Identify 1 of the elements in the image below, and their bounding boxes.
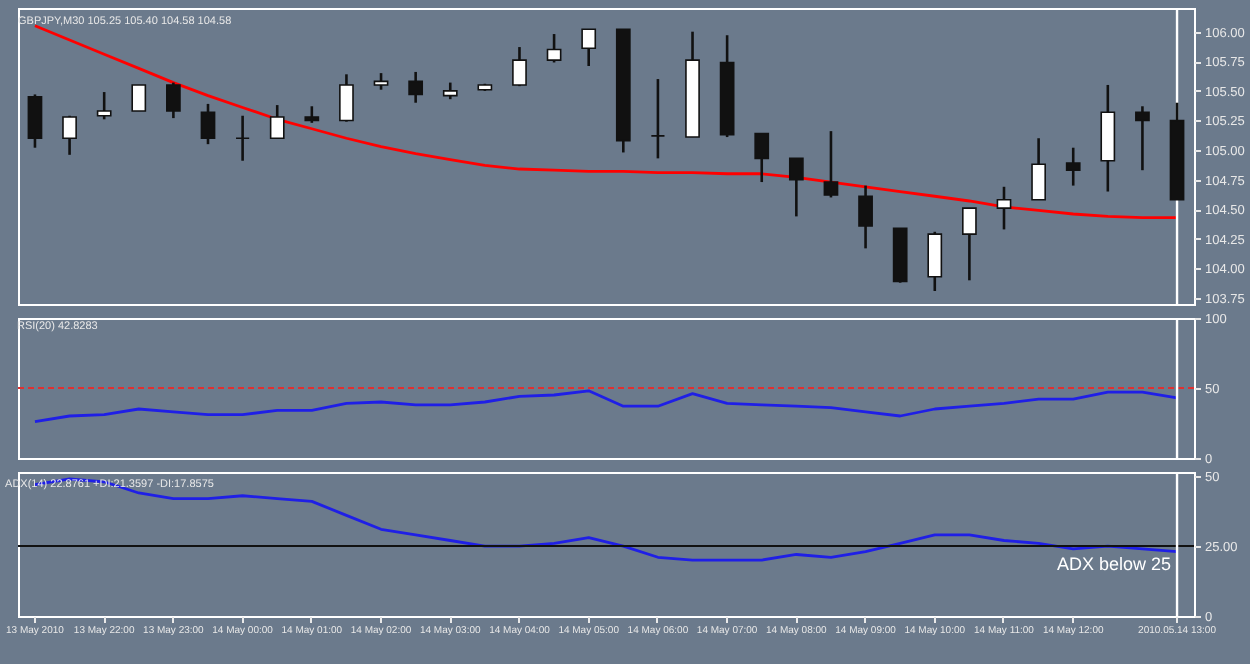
annotation: ADX below 25: [1056, 553, 1172, 574]
